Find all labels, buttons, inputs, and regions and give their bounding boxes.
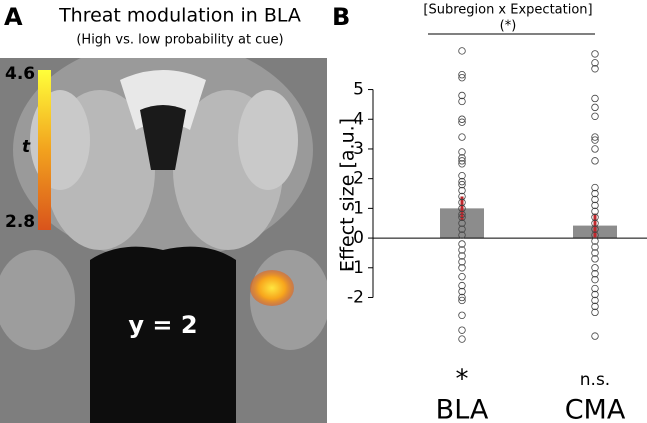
y-tick-label: 5: [353, 80, 364, 100]
data-point: [591, 237, 599, 245]
data-point: [458, 198, 466, 207]
data-point: [591, 296, 599, 305]
data-point: [591, 332, 599, 340]
y-axis-label: Effect size [a.u.]: [337, 118, 359, 272]
panel-subtitle: (High vs. low probability at cue): [76, 33, 283, 48]
data-point: [591, 308, 599, 317]
bracket-significance: (*): [500, 19, 517, 34]
data-point: [458, 246, 466, 254]
data-point: [591, 302, 599, 311]
data-point: [591, 183, 599, 192]
y-tick-label: -2: [347, 287, 364, 307]
data-point: [591, 94, 599, 103]
data-point: [458, 97, 466, 106]
data-point: [458, 272, 466, 281]
data-point: [591, 65, 599, 73]
data-point: [458, 118, 466, 126]
data-point: [458, 293, 466, 302]
data-point: [591, 243, 599, 251]
data-point: [591, 275, 599, 284]
data-point: [458, 210, 466, 219]
y-tick-label: -1: [347, 258, 364, 278]
panel-label: A: [4, 3, 23, 31]
data-point: [458, 252, 466, 260]
data-point: [458, 91, 466, 100]
data-point: [458, 258, 466, 266]
data-point: [458, 157, 466, 165]
data-point: [458, 180, 466, 189]
slice-label: y = 2: [128, 311, 197, 339]
data-point: [458, 73, 466, 82]
data-point: [458, 296, 466, 305]
data-point: [458, 326, 466, 334]
data-point: [458, 186, 466, 195]
significance: n.s.: [580, 370, 610, 390]
data-point: [591, 213, 599, 221]
y-tick-label: 3: [353, 139, 364, 159]
data-point: [458, 115, 466, 123]
data-point: [591, 59, 599, 67]
data-point: [458, 311, 466, 319]
data-point: [458, 335, 466, 343]
data-point: [458, 240, 466, 248]
data-point: [591, 225, 599, 233]
panel-title: Threat modulation in BLA: [58, 5, 301, 27]
y-tick-label: 2: [353, 169, 364, 189]
data-point: [458, 225, 466, 233]
data-point: [591, 249, 599, 257]
data-point: [591, 231, 599, 239]
data-point: [458, 281, 466, 290]
data-point: [458, 231, 466, 239]
data-point: [591, 112, 599, 120]
data-point: [458, 204, 466, 213]
colorbar-min: 2.8: [5, 212, 35, 232]
x-tick-label: BLA: [436, 395, 489, 423]
significance: *: [456, 365, 469, 395]
data-point: [591, 136, 599, 144]
data-point: [591, 50, 599, 58]
data-point: [591, 207, 599, 216]
data-point: [458, 133, 466, 141]
colorbar-label: t: [22, 137, 31, 157]
colorbar-max: 4.6: [5, 64, 35, 84]
y-tick-label: 1: [353, 198, 364, 218]
data-point: [458, 287, 466, 296]
colorbar: [38, 70, 51, 230]
data-point: [458, 160, 466, 168]
data-point: [458, 192, 466, 201]
data-point: [591, 201, 599, 210]
data-point: [458, 177, 466, 186]
data-point: [458, 171, 466, 180]
data-point: [591, 264, 599, 272]
y-tick-label: 0: [353, 228, 364, 248]
data-point: [591, 270, 599, 278]
data-point: [458, 71, 466, 79]
data-point: [591, 195, 599, 204]
data-point: [591, 189, 599, 198]
data-point: [458, 47, 466, 55]
data-point: [458, 219, 466, 227]
data-point: [458, 148, 466, 156]
bracket-label: [Subregion x Expectation]: [423, 3, 592, 18]
data-point: [591, 133, 599, 141]
data-point: [591, 145, 599, 153]
x-tick-label: CMA: [565, 395, 626, 423]
data-point: [591, 284, 599, 293]
y-tick-label: 4: [353, 109, 364, 129]
data-point: [591, 219, 599, 227]
data-point: [458, 213, 466, 221]
data-point: [591, 255, 599, 263]
data-point: [458, 154, 466, 162]
panel-label: B: [332, 3, 350, 31]
data-point: [458, 264, 466, 272]
data-point: [591, 290, 599, 299]
data-point: [591, 157, 599, 165]
data-point: [591, 103, 599, 112]
